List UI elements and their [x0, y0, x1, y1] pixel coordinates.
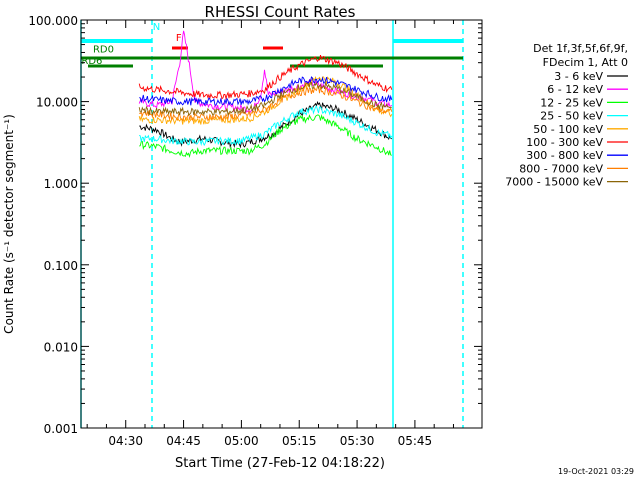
legend-entry-label: 7000 - 15000 keV	[505, 176, 603, 189]
series-line	[138, 105, 393, 147]
y-tick-label: 0.010	[44, 340, 78, 354]
series-line	[138, 85, 393, 122]
y-tick-label: 100.000	[28, 14, 78, 28]
legend-entry-label: 100 - 300 keV	[526, 136, 603, 149]
legend-header-line: Det 1f,3f,5f,6f,9f,	[533, 42, 628, 55]
x-axis-label: Start Time (27-Feb-12 04:18:22)	[175, 456, 385, 471]
plot-frame	[80, 19, 483, 429]
x-tick-label: 05:15	[282, 434, 317, 448]
legend-header-line: FDecim 1, Att 0	[543, 56, 628, 69]
legend-entry-label: 6 - 12 keV	[547, 83, 603, 96]
x-tick-label: 05:30	[340, 434, 375, 448]
y-axis-label: Count Rate (s⁻¹ detector segment⁻¹)	[2, 114, 16, 334]
x-tick-label: 04:30	[108, 434, 143, 448]
chart-title: RHESSI Count Rates	[205, 3, 356, 21]
legend: Det 1f,3f,5f,6f,9f, FDecim 1, Att 0 3 - …	[505, 42, 628, 189]
series-line	[139, 114, 392, 158]
y-tick-label: 0.001	[44, 422, 78, 436]
legend-entry-label: 25 - 50 keV	[540, 110, 603, 123]
series-group	[138, 30, 393, 158]
footer-timestamp: 19-Oct-2021 03:29	[558, 467, 634, 476]
legend-entry-label: 50 - 100 keV	[533, 123, 603, 136]
series-line	[139, 100, 392, 149]
annotation-label: F	[176, 33, 182, 44]
x-tick-label: 04:45	[166, 434, 201, 448]
annotation-label: RD6	[81, 56, 102, 67]
x-tick-label: 05:45	[398, 434, 433, 448]
series-line	[138, 54, 393, 101]
y-tick-label: 1.000	[44, 177, 78, 191]
x-axis: 04:30 04:45 05:00 05:15 05:30 05:45	[86, 20, 454, 448]
series-line	[138, 30, 393, 114]
x-tick-label: 05:00	[224, 434, 259, 448]
series-line	[138, 81, 392, 117]
series-line	[139, 76, 393, 107]
annotation-label: RD0	[93, 44, 114, 55]
legend-entry-label: 300 - 800 keV	[526, 149, 603, 162]
annotation-label: N	[153, 22, 160, 33]
y-tick-label: 0.100	[44, 259, 78, 273]
legend-entry-label: 800 - 7000 keV	[519, 162, 603, 175]
y-axis: 100.000 10.000 1.000 0.100 0.010 0.001	[28, 14, 482, 436]
y-tick-label: 10.000	[36, 96, 78, 110]
legend-entry-label: 3 - 6 keV	[554, 70, 603, 83]
legend-entry-label: 12 - 25 keV	[540, 96, 603, 109]
